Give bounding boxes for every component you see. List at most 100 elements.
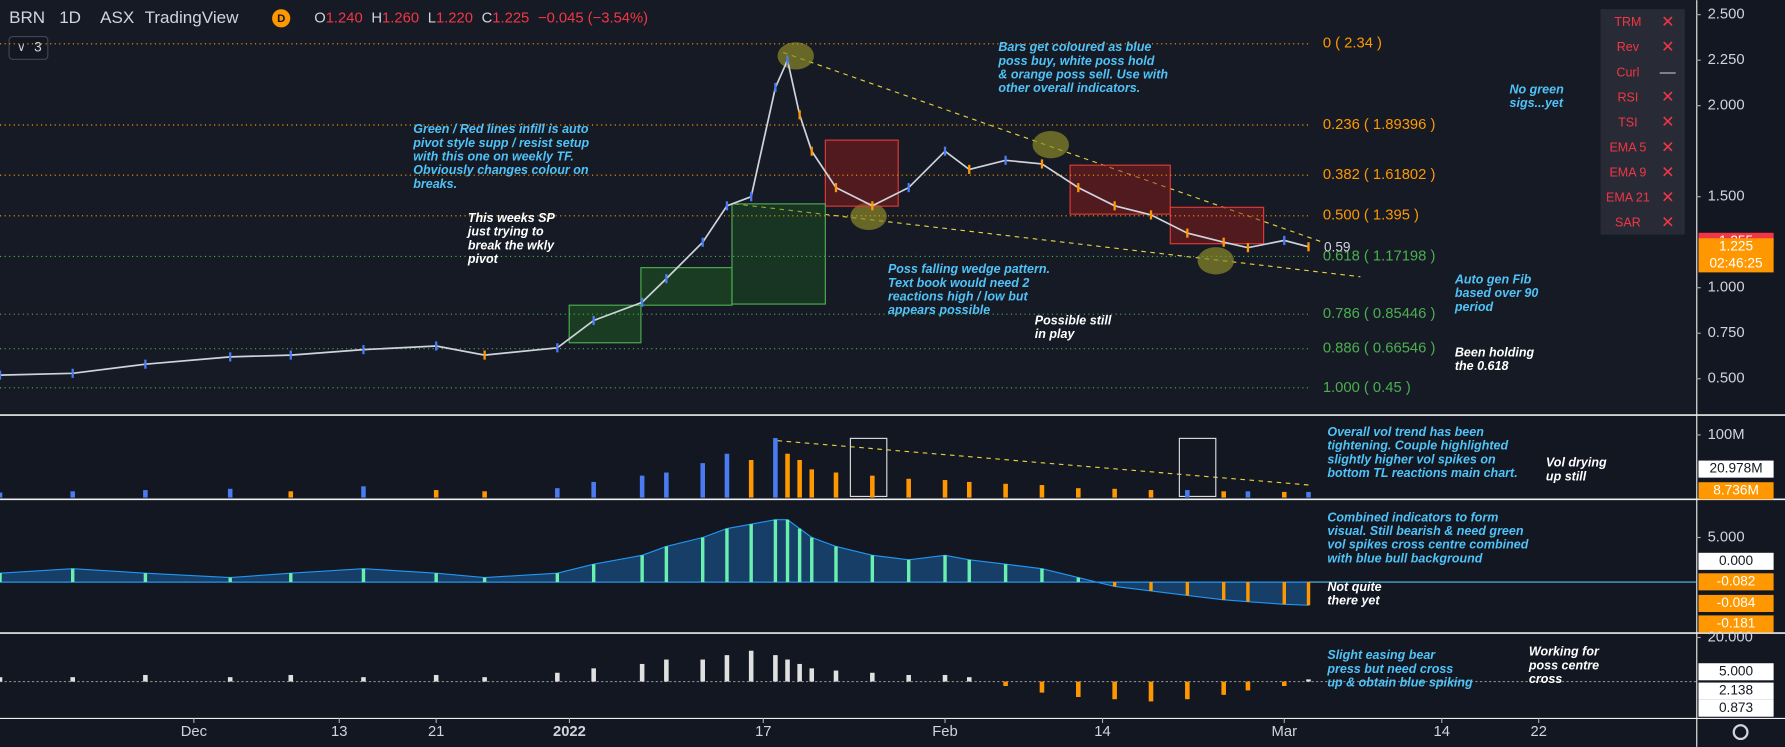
- annotation: Slight easing bear: [1327, 648, 1436, 662]
- y-tick-label: 0.500: [1708, 371, 1745, 387]
- indicator-remove[interactable]: —: [1660, 64, 1676, 81]
- indicator-name: EMA 5: [1609, 140, 1646, 154]
- bar: [361, 677, 366, 682]
- resist-zone: [1169, 206, 1265, 245]
- ohlc-value: 1.225: [492, 10, 529, 26]
- annotation: reactions high / low but: [888, 290, 1029, 304]
- price-badge-label: 0.000: [1719, 553, 1754, 568]
- annotation: sigs...yet: [1510, 96, 1564, 110]
- indicator-remove[interactable]: ✕: [1661, 214, 1674, 231]
- bar: [0, 677, 3, 682]
- annotation: up & obtain blue spiking: [1327, 675, 1473, 689]
- exchange: ASX: [100, 8, 135, 27]
- annotation: poss buy, white poss hold: [997, 54, 1154, 68]
- change: −0.045 (−3.54%): [538, 10, 648, 26]
- indicator-panel: [1600, 9, 1685, 235]
- bar: [433, 490, 439, 498]
- bar: [942, 480, 948, 498]
- resist-zone: [824, 139, 899, 207]
- annotation: up still: [1546, 469, 1587, 483]
- support-zone: [731, 203, 826, 305]
- price-badge: [1698, 573, 1774, 591]
- fib-label: 0.236 ( 1.89396 ): [1323, 117, 1436, 133]
- bar: [0, 492, 3, 498]
- price-badge-label: 1.225: [1719, 238, 1754, 253]
- bar: [1003, 681, 1008, 686]
- y-tick-label: 0.750: [1708, 325, 1745, 341]
- bar: [1281, 491, 1287, 498]
- resist-zone: [1069, 164, 1171, 215]
- annotation: This weeks SP: [468, 211, 556, 225]
- highlight-box: [1178, 437, 1217, 498]
- indicator-remove[interactable]: ✕: [1661, 89, 1674, 106]
- annotation: press but need cross: [1326, 662, 1453, 676]
- bar: [555, 672, 560, 682]
- indicator-remove[interactable]: ✕: [1661, 164, 1674, 181]
- bar: [773, 438, 778, 498]
- bar: [833, 472, 839, 498]
- annotation: period: [1454, 300, 1494, 314]
- annotation: poss centre: [1528, 658, 1599, 672]
- bar: [639, 663, 645, 682]
- annotation: just trying to: [466, 225, 544, 239]
- y-tick-label: 2.500: [1708, 7, 1745, 23]
- bar: [1245, 491, 1251, 498]
- annotation: break the wkly: [468, 238, 555, 252]
- annotation: tightening. Couple highlighted: [1327, 439, 1508, 453]
- bar: [70, 677, 75, 682]
- indicator-name: Rev: [1617, 40, 1640, 54]
- x-tick-label: 14: [1434, 724, 1450, 740]
- y-tick-label: 100M: [1708, 427, 1745, 443]
- price-badge-label: -0.082: [1717, 573, 1756, 588]
- x-tick-label: Dec: [181, 724, 207, 740]
- indicator-remove[interactable]: ✕: [1661, 14, 1674, 31]
- bar: [482, 677, 487, 682]
- bar: [942, 674, 948, 682]
- annotation: Green / Red lines infill is auto: [413, 122, 589, 136]
- fib-label: 0.618 ( 1.17198 ): [1323, 248, 1436, 264]
- x-tick-label: 13: [331, 724, 347, 740]
- x-tick-label: 17: [755, 724, 771, 740]
- ohlc-value: 1.240: [326, 10, 363, 26]
- settings-icon[interactable]: [1732, 724, 1749, 741]
- price-badge: [1698, 552, 1774, 570]
- indicator-name: Curl: [1616, 65, 1639, 79]
- annotation: pivot: [467, 252, 499, 266]
- annotation: & orange poss sell. Use with: [998, 68, 1168, 82]
- indicator-remove[interactable]: ✕: [1661, 189, 1674, 206]
- bar: [1185, 490, 1190, 498]
- indicator-remove[interactable]: ✕: [1661, 114, 1674, 131]
- annotation: Working for: [1529, 645, 1600, 659]
- annotation: with this one on weekly TF.: [413, 150, 574, 164]
- badge-icon[interactable]: [272, 9, 291, 28]
- bar: [227, 488, 233, 498]
- indicator-name: TRM: [1614, 15, 1641, 29]
- indicator-name: TSI: [1618, 115, 1637, 129]
- bar: [1148, 681, 1154, 702]
- bar: [870, 475, 875, 498]
- price-badge: [1698, 615, 1774, 633]
- bar: [664, 659, 669, 682]
- indicator-remove[interactable]: ✕: [1661, 139, 1674, 156]
- annotation: Not quite: [1327, 580, 1381, 594]
- highlight: [1032, 131, 1069, 159]
- fib-label: 0 ( 2.34 ): [1323, 36, 1382, 52]
- bar: [797, 663, 802, 682]
- bar: [773, 655, 778, 682]
- indicator-remove[interactable]: ✕: [1661, 39, 1674, 56]
- bar: [555, 488, 560, 498]
- bar: [700, 463, 705, 498]
- interval: 1D: [59, 8, 81, 27]
- price-badge-label: 0.873: [1719, 700, 1753, 715]
- bar: [748, 459, 754, 498]
- indicator-name: SAR: [1615, 216, 1641, 230]
- price-badge: [1698, 682, 1774, 700]
- bar: [433, 674, 439, 682]
- bar: [966, 481, 972, 498]
- annotation: breaks.: [413, 177, 457, 191]
- layout-button[interactable]: [8, 35, 49, 60]
- bar: [906, 674, 911, 682]
- annotation: Been holding: [1455, 345, 1535, 359]
- highlight-box: [849, 437, 888, 498]
- highlight: [777, 42, 814, 70]
